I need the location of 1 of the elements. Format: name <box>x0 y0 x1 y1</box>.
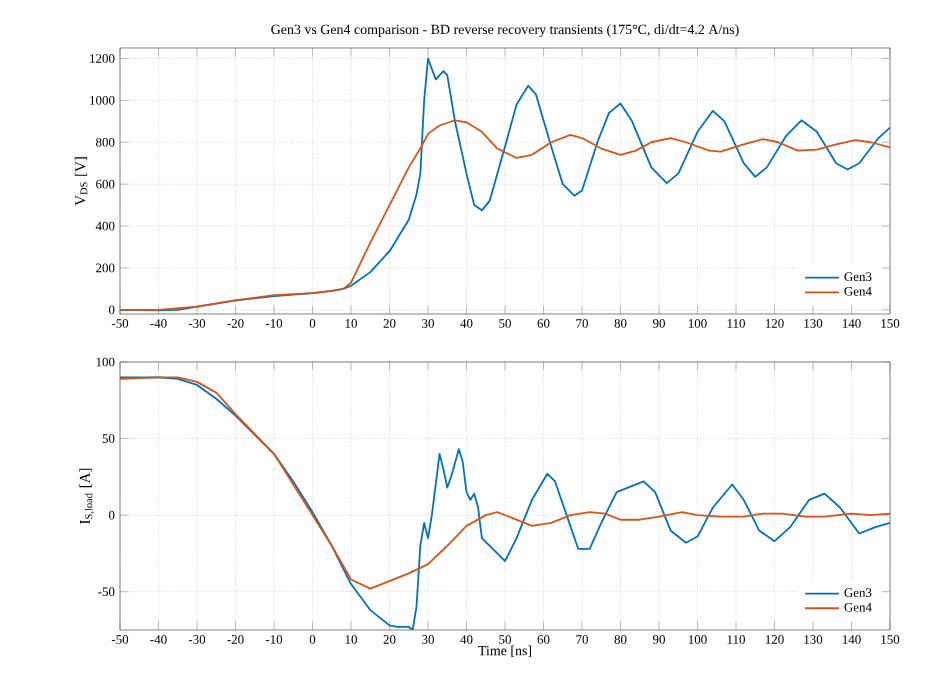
line-series <box>120 119 891 311</box>
